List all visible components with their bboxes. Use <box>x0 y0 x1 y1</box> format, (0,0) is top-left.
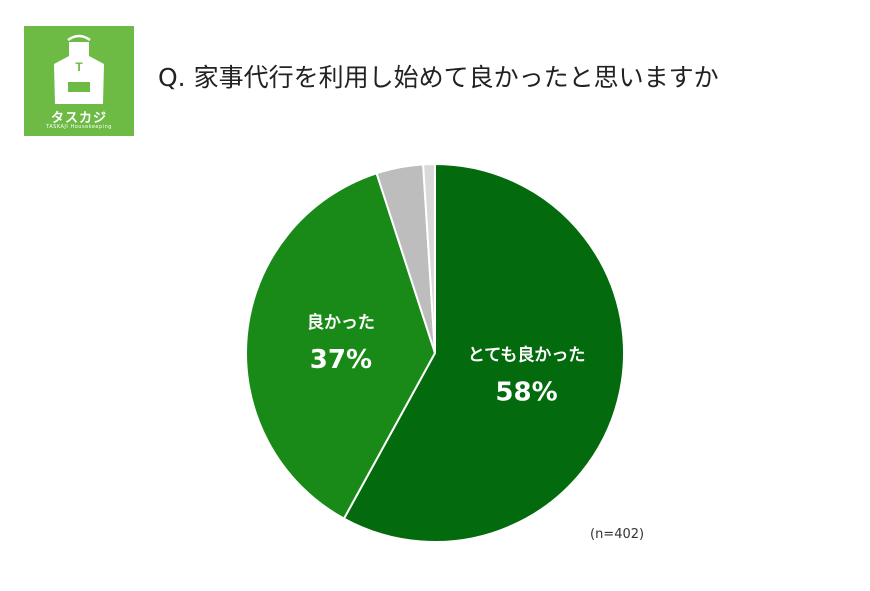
logo-name: タスカジ <box>50 111 107 126</box>
apron-letter: T <box>75 60 83 74</box>
logo-tagline: TASKAJI Housekeeping <box>46 124 112 130</box>
pie-slice-1 <box>245 171 437 520</box>
pie-slice-3 <box>422 162 436 354</box>
slice-label-0: とても良かった <box>468 345 586 366</box>
apron-icon: T <box>54 34 104 104</box>
chart-title: Q. 家事代行を利用し始めて良かったと思いますか <box>158 63 719 92</box>
slice-label-1: 良かった <box>307 312 375 333</box>
slice-percent-0: 58% <box>495 378 557 408</box>
brand-logo: T タスカジ TASKAJI Housekeeping <box>24 26 134 136</box>
sample-size-note: (n=402) <box>590 527 645 542</box>
slice-percent-1: 37% <box>310 345 372 375</box>
pie-slice-0 <box>342 162 625 543</box>
